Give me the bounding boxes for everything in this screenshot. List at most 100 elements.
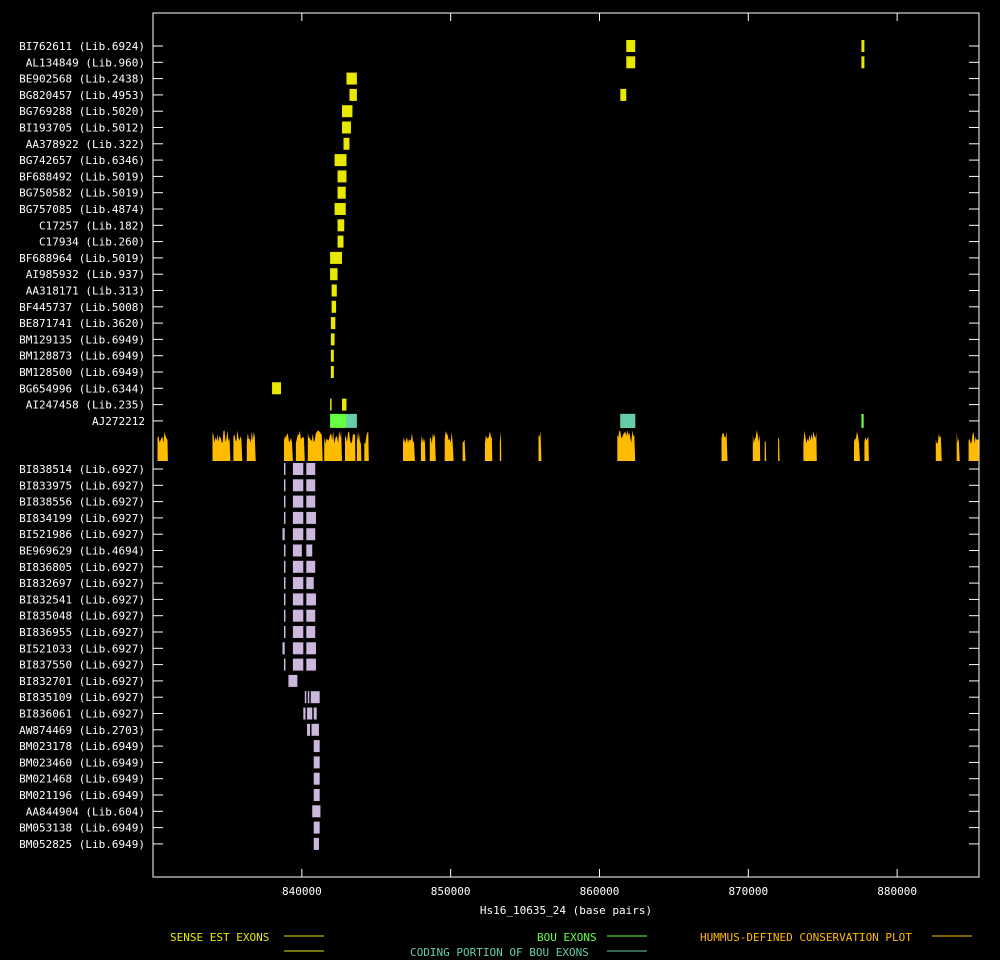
conservation-region bbox=[764, 441, 767, 461]
antisense-track-exon bbox=[283, 479, 286, 492]
x-tick-label: 870000 bbox=[728, 885, 768, 898]
antisense-track-label: BI832697 (Lib.6927) bbox=[19, 577, 145, 590]
antisense-track-exon bbox=[292, 479, 304, 492]
sense-track-exon bbox=[330, 317, 336, 330]
legend-item-label: CODING PORTION OF BOU EXONS bbox=[410, 946, 589, 959]
antisense-track-exon bbox=[313, 756, 320, 769]
bou-coding-exon bbox=[346, 413, 357, 428]
sense-track-exon bbox=[349, 88, 357, 101]
sense-track-exon bbox=[330, 251, 343, 264]
antisense-track-exon bbox=[303, 707, 306, 720]
x-tick-label: 850000 bbox=[431, 885, 471, 898]
conservation-region bbox=[295, 430, 305, 461]
conservation-region bbox=[484, 431, 493, 461]
conservation-region bbox=[233, 430, 243, 461]
sense-track-label: BM128873 (Lib.6949) bbox=[19, 350, 145, 363]
antisense-track-exon bbox=[292, 544, 302, 557]
sense-track-exon bbox=[334, 154, 347, 167]
antisense-track-exon bbox=[283, 593, 286, 606]
sense-track-exon bbox=[626, 56, 636, 69]
antisense-track-exon bbox=[283, 626, 286, 638]
sense-track-exon bbox=[346, 72, 357, 85]
conservation-region bbox=[854, 431, 860, 461]
antisense-track-exon bbox=[306, 463, 316, 475]
legend-item-label: SENSE EST EXONS bbox=[170, 931, 269, 944]
antisense-track-exon bbox=[292, 609, 304, 622]
sense-track-exon bbox=[343, 137, 350, 150]
antisense-track-label: BE969629 (Lib.4694) bbox=[19, 545, 145, 558]
conservation-region bbox=[246, 431, 256, 461]
sense-track-label: BE871741 (Lib.3620) bbox=[19, 317, 145, 330]
sense-track-label: BF445737 (Lib.5008) bbox=[19, 301, 145, 314]
antisense-track-label: AW874469 (Lib.2703) bbox=[19, 724, 145, 737]
antisense-track-label: AA844904 (Lib.604) bbox=[26, 805, 145, 818]
antisense-track-exon bbox=[306, 479, 316, 492]
antisense-track-label: BM023460 (Lib.6949) bbox=[19, 756, 145, 769]
sense-track-label: BG742657 (Lib.6346) bbox=[19, 154, 145, 167]
antisense-track-exon bbox=[306, 495, 316, 508]
antisense-track-exon bbox=[292, 511, 304, 524]
x-axis: 840000 850000 860000 870000 880000 bbox=[282, 13, 917, 898]
antisense-track-exon bbox=[292, 658, 304, 671]
track-layer: BI762611 (Lib.6924) AL134849 (Lib.960) BE9… bbox=[19, 40, 979, 851]
antisense-track-exon bbox=[306, 609, 316, 622]
conservation-region bbox=[157, 431, 168, 461]
conservation-region bbox=[345, 431, 356, 461]
conservation-region bbox=[356, 431, 362, 461]
antisense-track-exon bbox=[292, 626, 304, 638]
conservation-region bbox=[462, 439, 466, 461]
sense-track-label: AL134849 (Lib.960) bbox=[26, 56, 145, 69]
antisense-track-exon bbox=[306, 658, 316, 671]
sense-track-label: C17934 (Lib.260) bbox=[39, 236, 145, 249]
antisense-track-label: BI832541 (Lib.6927) bbox=[19, 593, 145, 606]
antisense-track-exon bbox=[313, 789, 320, 801]
antisense-track-label: BI833975 (Lib.6927) bbox=[19, 479, 145, 492]
antisense-track-exon bbox=[304, 691, 307, 704]
sense-track-label: AA378922 (Lib.322) bbox=[26, 138, 145, 151]
sense-track-exon bbox=[337, 170, 347, 183]
conservation-region bbox=[324, 430, 342, 461]
antisense-track-label: BI836955 (Lib.6927) bbox=[19, 626, 145, 639]
antisense-track-exon bbox=[292, 593, 304, 606]
antisense-track-exon bbox=[306, 528, 316, 541]
x-tick-label: 880000 bbox=[877, 885, 917, 898]
sense-track-exon bbox=[331, 300, 337, 313]
antisense-track-exon bbox=[292, 642, 304, 655]
conservation-region bbox=[864, 436, 869, 461]
antisense-track-exon bbox=[307, 723, 311, 736]
antisense-track-exon bbox=[292, 463, 304, 475]
antisense-track-exon bbox=[306, 577, 314, 590]
conservation-region bbox=[617, 430, 636, 461]
conservation-region bbox=[420, 435, 426, 461]
conservation-region bbox=[803, 430, 817, 461]
sense-track-exon bbox=[330, 398, 332, 411]
sense-track-label: BG820457 (Lib.4953) bbox=[19, 89, 145, 102]
legend: SENSE EST EXONS BOU EXONS HUMMUS-DEFINED C… bbox=[170, 931, 972, 959]
antisense-track-exon bbox=[283, 577, 286, 590]
antisense-track-exon bbox=[313, 821, 320, 834]
conservation-region bbox=[364, 432, 369, 461]
conservation-region bbox=[778, 436, 780, 461]
conservation-region bbox=[284, 433, 293, 461]
plot-frame bbox=[152, 12, 980, 878]
antisense-track-label: BI836805 (Lib.6927) bbox=[19, 561, 145, 574]
antisense-track-label: BM021468 (Lib.6949) bbox=[19, 773, 145, 786]
antisense-track-exon bbox=[313, 740, 320, 753]
antisense-track-exon bbox=[313, 707, 317, 720]
sense-track-exon bbox=[342, 398, 347, 411]
antisense-track-exon bbox=[313, 772, 320, 785]
bou-exon bbox=[330, 413, 347, 428]
sense-track-label: BF688492 (Lib.5019) bbox=[19, 170, 145, 183]
antisense-track-label: BI835109 (Lib.6927) bbox=[19, 691, 145, 704]
antisense-track-exon bbox=[292, 495, 304, 508]
antisense-track-label: BI521986 (Lib.6927) bbox=[19, 528, 145, 541]
antisense-track-exon bbox=[307, 707, 313, 720]
conservation-region bbox=[538, 431, 542, 461]
sense-track-exon bbox=[342, 121, 351, 134]
conservation-region bbox=[429, 433, 436, 461]
legend-item-label: BOU EXONS bbox=[537, 931, 597, 944]
sense-track-label: BG769288 (Lib.5020) bbox=[19, 105, 145, 118]
bou-track-label: AJ272212 bbox=[92, 415, 145, 428]
antisense-track-exon bbox=[306, 626, 316, 638]
